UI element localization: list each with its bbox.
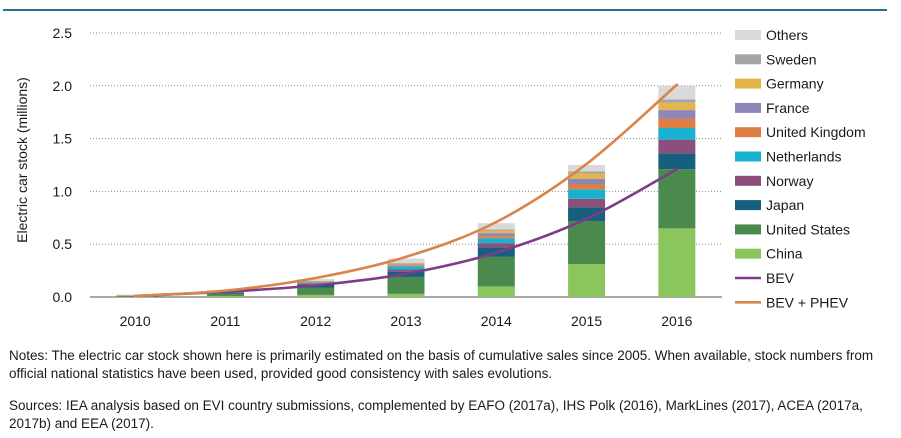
legend-label: Norway: [766, 173, 813, 189]
bar-segment: [477, 243, 515, 248]
bar-segment: [658, 102, 696, 111]
y-tick-label: 1.0: [53, 183, 73, 199]
legend-swatch: [735, 30, 761, 40]
bar-segment: [206, 293, 244, 296]
legend-label: Germany: [766, 76, 824, 92]
y-axis: 0.0 0.5 1.0 1.5 2.0 2.5: [53, 25, 73, 305]
legend-label: Japan: [766, 197, 804, 213]
bar-segment: [387, 276, 425, 294]
legend-swatch: [735, 248, 761, 259]
x-tick-label: 2014: [481, 313, 512, 329]
y-axis-title: Electric car stock (millions): [14, 77, 30, 243]
bar-segment: [387, 258, 425, 263]
bar-segment: [387, 263, 425, 265]
y-tick-label: 2.5: [53, 25, 73, 41]
legend-swatch: [735, 151, 761, 162]
legend-label: BEV: [766, 270, 795, 286]
bar-segment: [568, 264, 606, 297]
legend-swatch: [735, 175, 761, 186]
bar-segment: [206, 295, 244, 297]
bar-segment: [568, 184, 606, 190]
bar-segment: [297, 294, 335, 297]
bar-segment: [658, 169, 696, 229]
bar-segment: [568, 198, 606, 208]
header-rule: [3, 9, 887, 11]
bar-segment: [387, 293, 425, 297]
legend: Others Sweden Germany France United Kingdom N…: [735, 27, 866, 310]
bar-segment: [477, 256, 515, 287]
bar-segment: [658, 99, 696, 103]
trend-lines: [133, 83, 679, 298]
bar-segment: [477, 238, 515, 244]
bar-segment: [297, 281, 335, 282]
x-tick-label: 2012: [300, 313, 331, 329]
bar-segment: [387, 265, 425, 267]
bar-segment: [297, 278, 335, 282]
x-axis: 2010 2011 2012 2013 2014 2015 2016: [120, 313, 693, 329]
bar-segment: [658, 118, 696, 129]
bar-segment: [568, 207, 606, 221]
bar-segment: [387, 262, 425, 264]
bar-segment: [568, 178, 606, 185]
y-tick-label: 0.0: [53, 289, 73, 305]
bar-segment: [658, 153, 696, 170]
y-tick-label: 0.5: [53, 236, 73, 252]
bar-segment: [568, 220, 606, 265]
legend-swatch: [735, 224, 761, 235]
bar-segment: [297, 282, 335, 283]
bar-segment: [477, 233, 515, 237]
bar-segment: [387, 266, 425, 270]
legend-swatch: [735, 102, 761, 113]
y-tick-label: 1.5: [53, 131, 73, 147]
y-tick-label: 2.0: [53, 78, 73, 94]
bar-segment: [568, 171, 606, 174]
bar-segment: [477, 229, 515, 231]
bar-segment: [297, 283, 335, 285]
bar-segment: [568, 173, 606, 179]
x-tick-label: 2015: [571, 313, 602, 329]
stacked-bars: [116, 85, 696, 298]
bar-segment: [297, 282, 335, 284]
bar-segment: [658, 228, 696, 297]
electric-car-stock-chart: 0.00.51.01.52.02.5 2010 2011 2012 2013 2014 2…: [14, 25, 866, 329]
legend-label: Netherlands: [766, 149, 842, 165]
bar-segment: [477, 230, 515, 234]
x-tick-label: 2011: [210, 313, 240, 329]
bar-segment: [297, 281, 335, 283]
chart-sources: Sources: IEA analysis based on EVI count…: [9, 398, 863, 431]
legend-label: Others: [766, 27, 808, 43]
bar-segment: [568, 165, 606, 172]
bar-segment: [658, 85, 696, 100]
bar-segment: [568, 189, 606, 199]
bar-segment: [658, 139, 696, 154]
legend-label: France: [766, 100, 810, 116]
legend-label: United Kingdom: [766, 124, 866, 140]
bar-segment: [206, 292, 244, 294]
legend-swatch: [735, 54, 761, 65]
x-tick-label: 2016: [661, 313, 692, 329]
bar-segment: [387, 269, 425, 272]
series-line: [133, 83, 679, 298]
legend-swatch: [735, 78, 761, 89]
chart-notes: Notes: The electric car stock shown here…: [9, 348, 874, 381]
bar-segment: [658, 128, 696, 140]
legend-label: BEV + PHEV: [766, 294, 849, 310]
x-tick-label: 2013: [390, 313, 421, 329]
bar-segment: [477, 223, 515, 230]
bar-segment: [297, 287, 335, 295]
legend-swatch: [735, 127, 761, 138]
bar-segment: [477, 236, 515, 239]
legend-label: United States: [766, 221, 850, 237]
bar-segment: [477, 286, 515, 297]
bar-segment: [658, 110, 696, 119]
legend-swatch: [735, 200, 761, 211]
x-tick-label: 2010: [120, 313, 151, 329]
legend-label: China: [766, 246, 803, 262]
legend-label: Sweden: [766, 51, 817, 67]
bar-segment: [387, 264, 425, 266]
